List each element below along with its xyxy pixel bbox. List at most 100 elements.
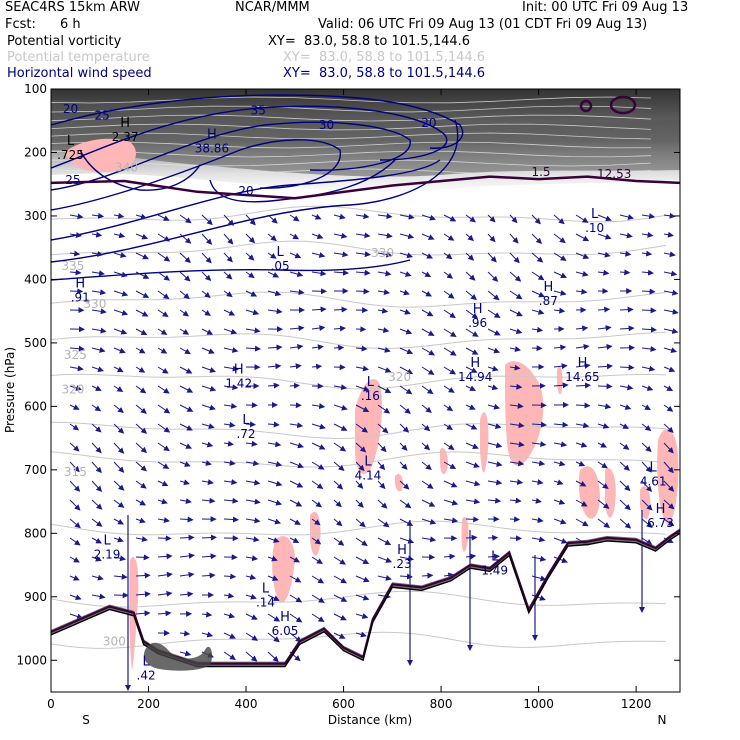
wind-vector (597, 480, 609, 489)
wind-vector (135, 328, 148, 335)
wind-vector (69, 499, 81, 511)
wind-vector (355, 232, 371, 239)
wind-vector (641, 213, 656, 220)
wind-vector (135, 404, 147, 414)
wind-vector (157, 290, 170, 300)
wind-vector (113, 461, 125, 473)
extremum-value: 1.42 (225, 376, 252, 390)
wind-vector (597, 214, 612, 222)
wind-vector (311, 252, 326, 258)
wind-vector (91, 593, 106, 600)
wind-vector (157, 385, 170, 394)
wind-vector (135, 309, 149, 317)
wind-vector (443, 404, 454, 412)
theta-isentrope (51, 373, 667, 390)
wind-vector (377, 232, 393, 239)
wind-vector (553, 214, 565, 225)
wind-vector (179, 290, 190, 300)
extremum-marker: L (142, 654, 150, 669)
wind-vector (179, 233, 192, 244)
wind-vector (179, 552, 195, 559)
wind-vector (267, 461, 283, 467)
wind-vector (245, 536, 260, 543)
wind-vector (399, 442, 408, 451)
extremum-marker: H (280, 610, 290, 625)
wind-vector (135, 572, 151, 579)
wind-vector (597, 363, 613, 370)
wind-vector (245, 421, 256, 428)
wind-vector (311, 344, 324, 351)
wind-vector (157, 571, 173, 578)
wind-vector (223, 328, 238, 335)
wind-vector (355, 594, 370, 601)
wind-vector (69, 594, 82, 601)
wind-vector (355, 404, 370, 412)
wind-vector (289, 214, 300, 222)
theta-label: 325 (64, 348, 87, 362)
wind-vector (377, 461, 386, 471)
extremum-value: 4.14 (355, 468, 382, 482)
wind-vector (267, 214, 278, 224)
wind-vector (421, 572, 434, 579)
wind-vector (179, 630, 191, 637)
wind-vector (487, 461, 503, 467)
extremum-marker: L (262, 581, 270, 596)
wind-vector (465, 252, 475, 261)
wind-vector (377, 499, 388, 509)
wind-vector (487, 214, 496, 223)
extremum-value: 38.86 (195, 141, 229, 155)
wind-vector (223, 347, 239, 353)
wind-vector (179, 404, 194, 412)
wind-vector (223, 384, 239, 391)
wind-vector (355, 518, 366, 528)
y-tick-label: 200 (24, 145, 47, 159)
extremum-value: .87 (539, 294, 558, 308)
wind-vector (663, 442, 674, 454)
wind-vector (641, 269, 654, 276)
wind-vector (377, 289, 390, 296)
wind-vector (91, 231, 103, 238)
wind-vector (223, 233, 234, 245)
wind-vector (135, 423, 148, 434)
wind-vector (553, 460, 566, 467)
wind-vector (399, 213, 415, 220)
wind-vector (113, 290, 129, 297)
wind-vector (289, 575, 302, 583)
wind-vector (311, 363, 323, 370)
wind-vector (157, 233, 171, 242)
wind-vector (157, 517, 170, 524)
wind-vector (553, 499, 566, 505)
wind-vector (553, 518, 567, 525)
wind-vector (465, 498, 481, 505)
wind-vector (377, 556, 393, 563)
wind-vector (113, 232, 126, 239)
wind-vector (597, 325, 612, 332)
wind-vector (333, 537, 345, 546)
wind-vector (575, 499, 588, 507)
fcst-label: Fcst: (5, 17, 36, 32)
extremum-value: 1.49 (481, 564, 508, 578)
y-tick-label: 300 (24, 209, 47, 223)
wind-vector (575, 402, 591, 409)
wind-vector (465, 442, 479, 449)
wind-vector (575, 480, 587, 487)
wind-vector (465, 271, 476, 281)
wind-vector (663, 423, 674, 433)
wind-vector (531, 575, 547, 582)
extremum-value: 14.94 (458, 370, 492, 384)
wind-vector (487, 347, 501, 354)
wind-vector (443, 499, 459, 506)
wind-vector (113, 518, 124, 525)
wind-vector (575, 460, 586, 467)
wind-vector (245, 613, 258, 620)
wind-vector (531, 252, 544, 263)
wind-vector (641, 404, 651, 410)
wind-vector (597, 233, 612, 240)
wind-vector (333, 404, 348, 411)
wind-vector (465, 233, 474, 242)
wind-vector (157, 590, 173, 597)
wind-vector (289, 537, 300, 543)
wind-vector (91, 385, 102, 391)
wind-vector (641, 461, 652, 473)
wind-vector (69, 365, 84, 372)
